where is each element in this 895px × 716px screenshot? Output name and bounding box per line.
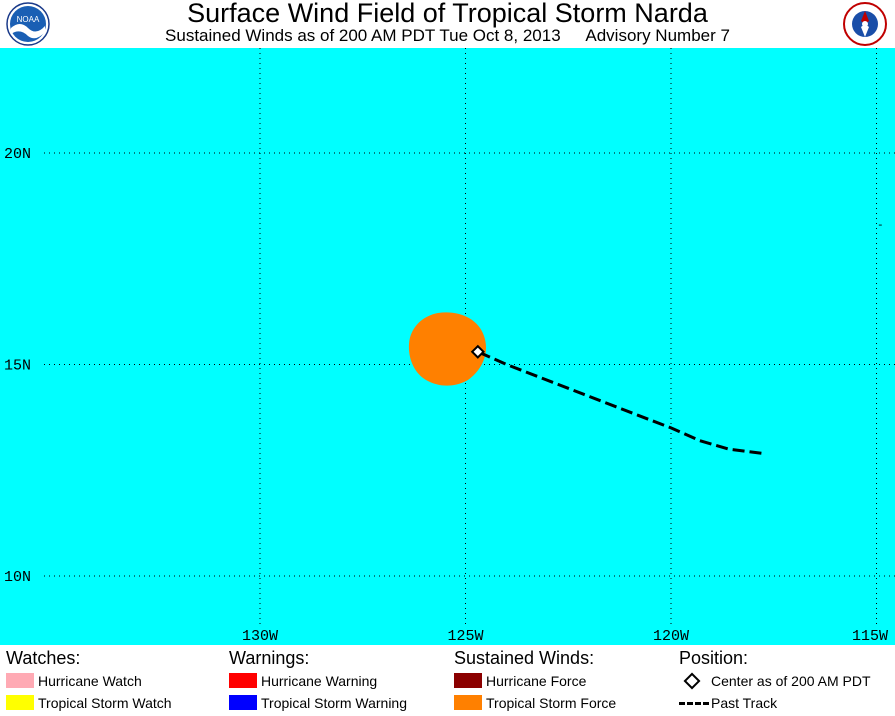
- longitude-label: 130W: [242, 628, 278, 645]
- past-track-dash-icon: [679, 702, 709, 705]
- past-track-line: [477, 350, 762, 455]
- tropical-storm-force-label: Tropical Storm Force: [486, 695, 617, 711]
- latitude-label: 20N: [4, 146, 31, 163]
- latitude-label: 10N: [4, 569, 31, 586]
- hurricane-warning-swatch: [229, 673, 257, 688]
- header: NOAA Surface Wind Field of Tropical Stor…: [0, 0, 895, 48]
- svg-text:NOAA: NOAA: [17, 15, 40, 24]
- legend-winds-heading: Sustained Winds:: [454, 648, 595, 668]
- longitude-label: 125W: [447, 628, 483, 645]
- subtitle-advisory: Advisory Number 7: [585, 26, 730, 45]
- noaa-logo: NOAA: [6, 2, 50, 46]
- tropical-storm-force-wind-field: [408, 312, 487, 386]
- hurricane-force-swatch: [454, 673, 482, 688]
- longitude-label: 115W: [852, 628, 888, 645]
- edge-tick: -: [877, 220, 884, 232]
- legend-warnings-heading: Warnings:: [229, 648, 310, 668]
- tropical-storm-warning-swatch: [229, 695, 257, 710]
- nws-logo: [843, 2, 887, 46]
- hurricane-watch-swatch: [6, 673, 34, 688]
- hurricane-watch-label: Hurricane Watch: [38, 673, 142, 689]
- tropical-storm-warning-label: Tropical Storm Warning: [261, 695, 408, 711]
- center-label: Center as of 200 AM PDT: [711, 673, 871, 689]
- center-diamond-icon: [683, 672, 701, 690]
- hurricane-warning-label: Hurricane Warning: [261, 673, 378, 689]
- axis-labels: 20N 15N 10N 130W 125W 120W 115W: [4, 146, 888, 645]
- tropical-storm-watch-label: Tropical Storm Watch: [38, 695, 172, 711]
- subtitle-time: Sustained Winds as of 200 AM PDT Tue Oct…: [165, 26, 561, 45]
- map-title: Surface Wind Field of Tropical Storm Nar…: [187, 0, 708, 28]
- latitude-label: 15N: [4, 358, 31, 375]
- legend: Watches: Hurricane Watch Tropical Storm …: [0, 645, 895, 716]
- storm-center-marker: [470, 344, 485, 359]
- past-track-label: Past Track: [711, 695, 778, 711]
- tropical-storm-force-swatch: [454, 695, 482, 710]
- wind-field-map: 20N 15N 10N 130W 125W 120W 115W -: [0, 48, 895, 645]
- longitude-label: 120W: [653, 628, 689, 645]
- map-subtitle: Sustained Winds as of 200 AM PDT Tue Oct…: [0, 26, 895, 46]
- legend-watches-heading: Watches:: [6, 648, 81, 668]
- legend-position-heading: Position:: [679, 648, 749, 668]
- tropical-storm-watch-swatch: [6, 695, 34, 710]
- hurricane-force-label: Hurricane Force: [486, 673, 587, 689]
